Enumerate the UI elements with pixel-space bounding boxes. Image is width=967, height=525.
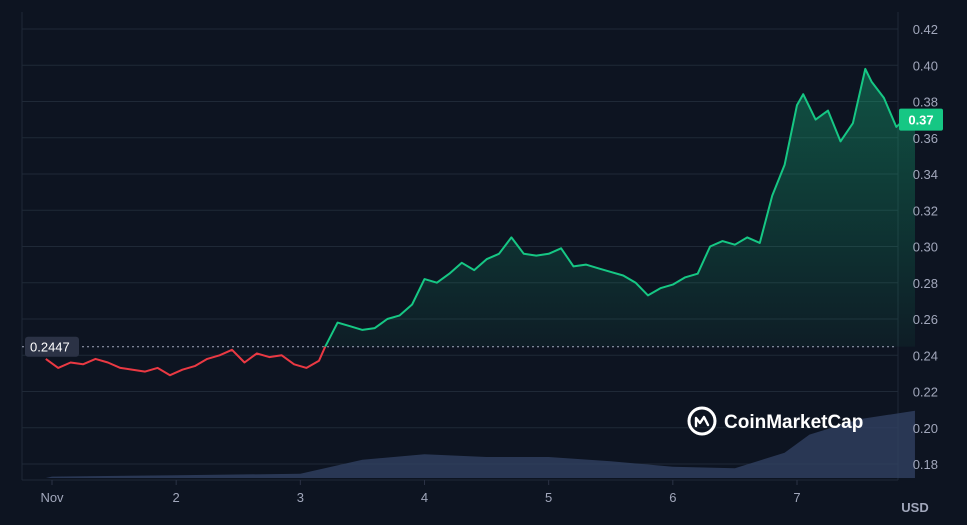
x-tick-label: 3 xyxy=(297,490,304,505)
y-axis: 0.42 0.40 0.38 0.36 0.34 0.32 0.30 0.28 0.26 0.24… xyxy=(913,22,938,472)
y-tick-label: 0.18 xyxy=(913,457,938,472)
price-area-fill xyxy=(45,68,915,347)
area-fill xyxy=(45,68,915,347)
volume-area xyxy=(45,410,915,478)
y-tick-label: 0.22 xyxy=(913,385,938,400)
y-tick-label: 0.32 xyxy=(913,203,938,218)
y-tick-label: 0.38 xyxy=(913,95,938,110)
price-line xyxy=(45,67,916,377)
y-tick-label: 0.26 xyxy=(913,312,938,327)
reference-price-label: 0.2447 xyxy=(25,336,79,357)
reference-price-text: 0.2447 xyxy=(30,340,70,355)
x-axis: Nov 2 3 4 5 6 7 xyxy=(40,480,801,505)
y-tick-label: 0.20 xyxy=(913,421,938,436)
y-tick-label: 0.28 xyxy=(913,276,938,291)
y-tick-label: 0.36 xyxy=(913,131,938,146)
current-price-text: 0.37 xyxy=(908,113,933,128)
x-tick-label: 5 xyxy=(545,490,552,505)
x-tick-label: 2 xyxy=(173,490,180,505)
coinmarketcap-logo-icon xyxy=(687,406,717,436)
x-tick-label: Nov xyxy=(40,490,64,505)
y-tick-label: 0.24 xyxy=(913,348,938,363)
x-tick-label: 7 xyxy=(793,490,800,505)
y-tick-label: 0.40 xyxy=(913,58,938,73)
coinmarketcap-watermark: CoinMarketCap xyxy=(687,406,863,436)
x-tick-label: 6 xyxy=(669,490,676,505)
watermark-text: CoinMarketCap xyxy=(724,412,863,433)
price-line-up xyxy=(324,67,916,347)
currency-unit-label: USD xyxy=(901,500,928,515)
y-tick-label: 0.42 xyxy=(913,22,938,37)
current-price-tag: 0.37 xyxy=(899,108,943,131)
x-tick-label: 4 xyxy=(421,490,428,505)
price-line-down xyxy=(45,346,327,377)
y-tick-label: 0.30 xyxy=(913,240,938,255)
volume-shape xyxy=(45,410,915,478)
y-tick-label: 0.34 xyxy=(913,167,938,182)
